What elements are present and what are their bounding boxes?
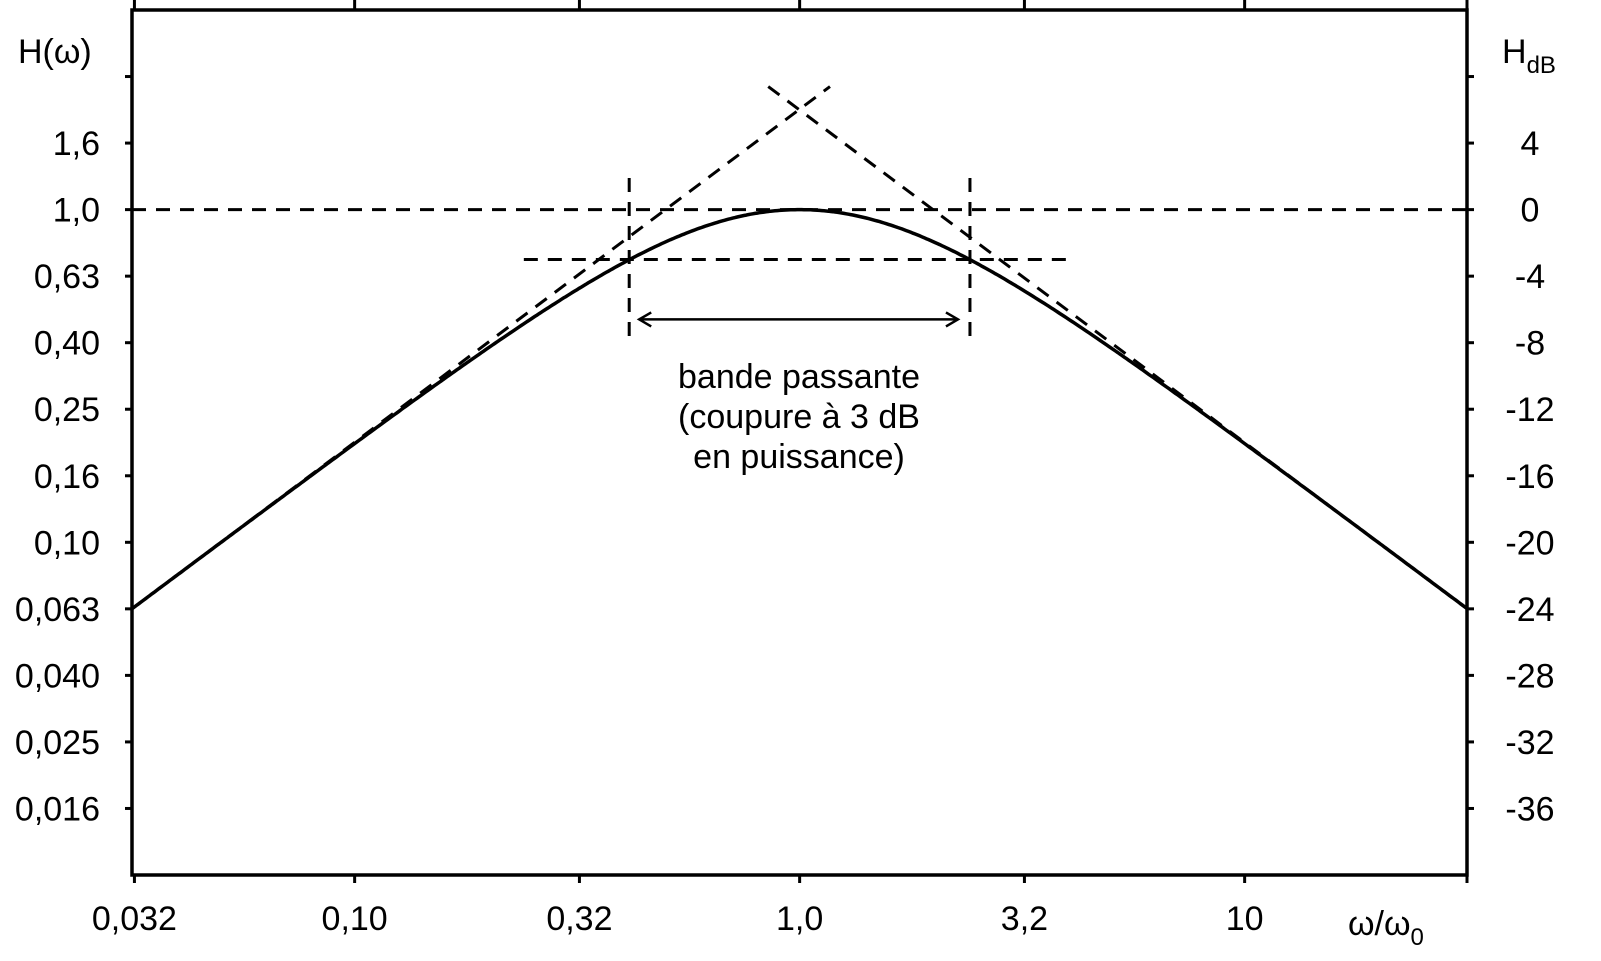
- bandwidth-annotation: bande passante (coupure à 3 dB en puissa…: [678, 358, 920, 476]
- annotation-line-2: (coupure à 3 dB: [678, 398, 920, 436]
- x-tick-label: 10: [1226, 900, 1264, 938]
- arrow-left-head: [636, 311, 652, 328]
- y-right-tick-label: -36: [1505, 790, 1554, 828]
- y-left-tick-label: 0,40: [34, 325, 100, 363]
- y-right-tick-label: -32: [1505, 724, 1554, 762]
- y-right-tick-label: 0: [1521, 192, 1540, 230]
- x-tick-label: 3,2: [1001, 900, 1048, 938]
- x-tick-label: 0,32: [546, 900, 612, 938]
- x-tick-label: 0,10: [322, 900, 388, 938]
- y-left-tick-label: 0,025: [15, 724, 100, 762]
- annotation-line-3: en puissance): [693, 438, 905, 476]
- y-left-tick-label: 1,6: [53, 125, 100, 163]
- y-left-tick-label: 0,040: [15, 657, 100, 695]
- y-right-tick-label: -20: [1505, 524, 1554, 562]
- y-right-label: HdB: [1502, 33, 1556, 79]
- arrow-right-head: [945, 311, 961, 328]
- y-right-tick-label: -24: [1505, 591, 1554, 629]
- y-right-tick-label: -8: [1515, 325, 1545, 363]
- x-tick-label: 0,032: [92, 900, 177, 938]
- y-left-label: H(ω): [18, 33, 92, 71]
- x-axis-label: ω/ω0: [1348, 905, 1424, 951]
- y-left-tick-label: 0,10: [34, 524, 100, 562]
- y-left-tick-label: 0,16: [34, 458, 100, 496]
- y-right-tick-label: 4: [1521, 125, 1540, 163]
- y-right-tick-label: -4: [1515, 258, 1545, 296]
- y-right-tick-label: -28: [1505, 657, 1554, 695]
- y-left-tick-label: 0,63: [34, 258, 100, 296]
- y-left-tick-label: 0,063: [15, 591, 100, 629]
- y-left-tick-label: 1,0: [53, 192, 100, 230]
- y-right-tick-label: -16: [1505, 458, 1554, 496]
- y-left-tick-label: 0,25: [34, 391, 100, 429]
- y-left-tick-label: 0,016: [15, 790, 100, 828]
- response-curve: [130, 207, 1469, 611]
- x-tick-label: 1,0: [776, 900, 823, 938]
- annotation-line-1: bande passante: [678, 358, 920, 396]
- y-right-tick-label: -12: [1505, 391, 1554, 429]
